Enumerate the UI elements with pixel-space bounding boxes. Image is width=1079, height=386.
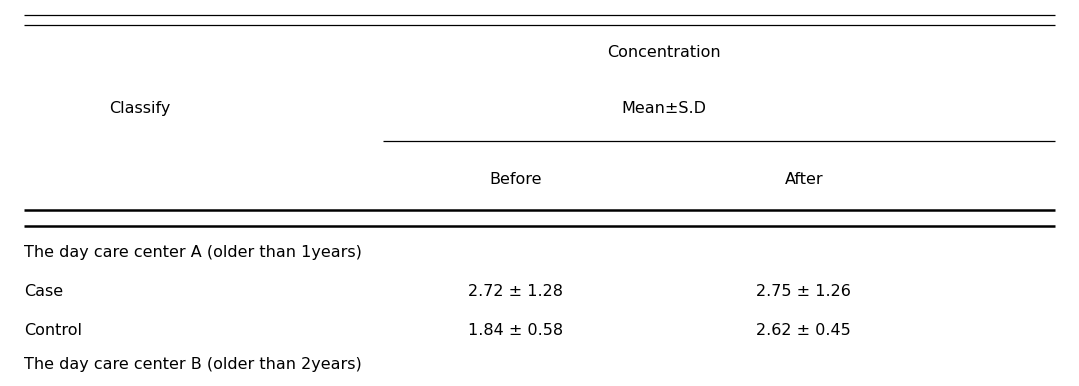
- Text: Classify: Classify: [110, 101, 170, 115]
- Text: Before: Before: [490, 172, 542, 187]
- Text: The day care center B (older than 2years): The day care center B (older than 2years…: [24, 357, 361, 372]
- Text: 2.75 ± 1.26: 2.75 ± 1.26: [756, 284, 851, 299]
- Text: Case: Case: [24, 284, 63, 299]
- Text: 2.62 ± 0.45: 2.62 ± 0.45: [756, 323, 851, 337]
- Text: Concentration: Concentration: [606, 45, 721, 59]
- Text: Control: Control: [24, 323, 82, 337]
- Text: 1.84 ± 0.58: 1.84 ± 0.58: [468, 323, 563, 337]
- Text: The day care center A (older than 1years): The day care center A (older than 1years…: [24, 245, 361, 260]
- Text: After: After: [784, 172, 823, 187]
- Text: 2.72 ± 1.28: 2.72 ± 1.28: [468, 284, 563, 299]
- Text: Mean±S.D: Mean±S.D: [622, 101, 706, 115]
